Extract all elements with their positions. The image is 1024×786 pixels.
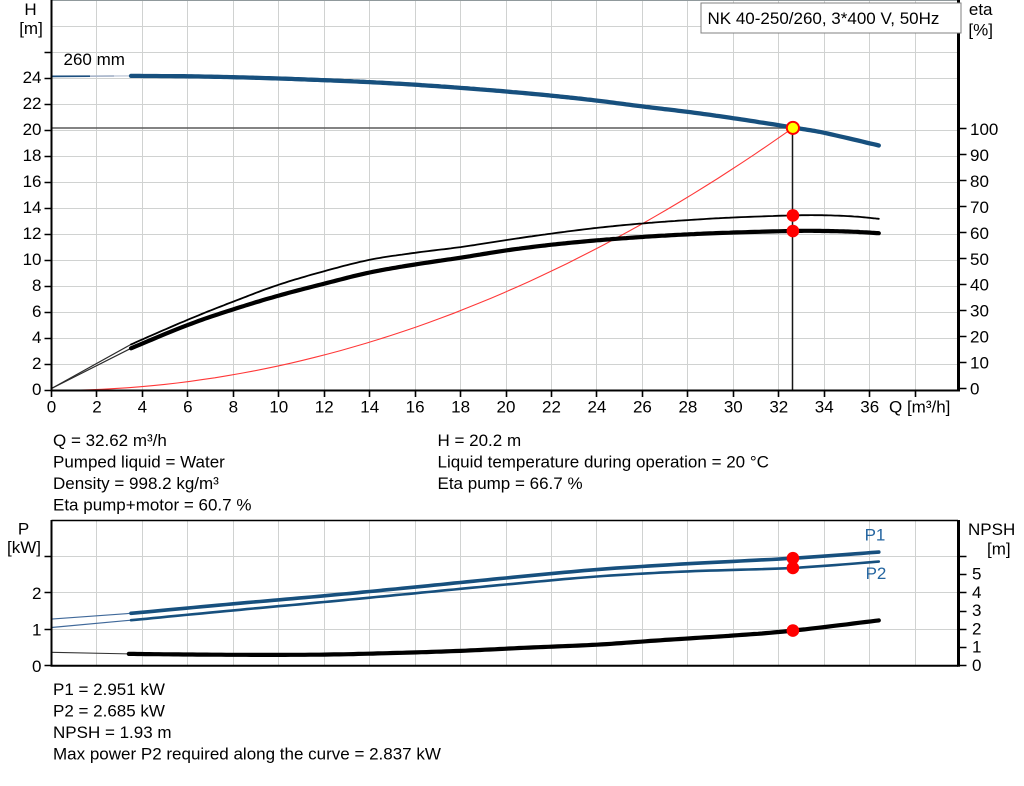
svg-text:12: 12	[315, 397, 334, 416]
svg-text:2: 2	[32, 354, 41, 373]
svg-text:[kW]: [kW]	[7, 538, 41, 557]
svg-text:50: 50	[970, 250, 989, 269]
svg-text:Pumped liquid = Water: Pumped liquid = Water	[53, 453, 225, 472]
svg-text:P1: P1	[865, 526, 886, 545]
svg-text:Eta pump = 66.7 %: Eta pump = 66.7 %	[438, 474, 583, 493]
svg-text:Q = 32.62 m³/h: Q = 32.62 m³/h	[53, 431, 167, 450]
svg-text:NPSH = 1.93 m: NPSH = 1.93 m	[53, 723, 172, 742]
svg-text:10: 10	[269, 397, 288, 416]
svg-text:Density = 998.2 kg/m³: Density = 998.2 kg/m³	[53, 474, 219, 493]
svg-text:22: 22	[23, 94, 42, 113]
svg-text:20: 20	[23, 120, 42, 139]
svg-text:30: 30	[970, 302, 989, 321]
svg-text:Eta pump+motor = 60.7 %: Eta pump+motor = 60.7 %	[53, 496, 251, 515]
svg-text:[m]: [m]	[987, 540, 1011, 559]
svg-text:8: 8	[229, 397, 238, 416]
svg-text:34: 34	[815, 397, 834, 416]
svg-text:0: 0	[32, 380, 41, 399]
svg-text:20: 20	[497, 397, 516, 416]
svg-text:18: 18	[23, 146, 42, 165]
svg-text:14: 14	[360, 397, 379, 416]
svg-text:60: 60	[970, 224, 989, 243]
svg-text:260 mm: 260 mm	[64, 50, 125, 69]
svg-text:P2 = 2.685 kW: P2 = 2.685 kW	[53, 702, 165, 721]
svg-text:P2: P2	[866, 564, 887, 583]
svg-text:40: 40	[970, 276, 989, 295]
svg-text:24: 24	[23, 68, 42, 87]
svg-text:H = 20.2 m: H = 20.2 m	[438, 431, 522, 450]
svg-text:3: 3	[972, 601, 981, 620]
svg-text:5: 5	[972, 565, 981, 584]
svg-text:H: H	[24, 0, 36, 19]
svg-text:[m]: [m]	[19, 19, 43, 38]
svg-text:NPSH: NPSH	[968, 520, 1015, 539]
svg-text:70: 70	[970, 198, 989, 217]
svg-text:100: 100	[970, 120, 998, 139]
svg-text:10: 10	[23, 250, 42, 269]
svg-text:Max power P2 required along th: Max power P2 required along the curve = …	[53, 745, 441, 764]
svg-text:Q [m³/h]: Q [m³/h]	[889, 397, 950, 416]
svg-text:24: 24	[587, 397, 606, 416]
svg-text:P: P	[18, 520, 29, 539]
svg-text:90: 90	[970, 146, 989, 165]
svg-text:14: 14	[23, 198, 42, 217]
svg-text:28: 28	[678, 397, 697, 416]
svg-text:0: 0	[972, 656, 981, 675]
svg-text:6: 6	[32, 302, 41, 321]
svg-text:1: 1	[972, 638, 981, 657]
svg-text:eta: eta	[969, 0, 993, 19]
svg-text:4: 4	[138, 397, 147, 416]
svg-text:1: 1	[32, 620, 41, 639]
svg-text:22: 22	[542, 397, 561, 416]
svg-text:10: 10	[970, 354, 989, 373]
svg-text:12: 12	[23, 224, 42, 243]
svg-text:0: 0	[47, 397, 56, 416]
svg-text:4: 4	[972, 583, 981, 602]
svg-text:80: 80	[970, 172, 989, 191]
svg-text:4: 4	[32, 328, 41, 347]
svg-text:P1 = 2.951 kW: P1 = 2.951 kW	[53, 680, 165, 699]
svg-text:20: 20	[970, 328, 989, 347]
svg-text:2: 2	[32, 584, 41, 603]
svg-text:18: 18	[451, 397, 470, 416]
svg-text:30: 30	[724, 397, 743, 416]
svg-text:2: 2	[972, 619, 981, 638]
svg-text:16: 16	[406, 397, 425, 416]
svg-text:0: 0	[970, 380, 979, 399]
svg-text:36: 36	[860, 397, 879, 416]
svg-text:8: 8	[32, 276, 41, 295]
svg-text:6: 6	[183, 397, 192, 416]
svg-text:16: 16	[23, 172, 42, 191]
svg-text:NK 40-250/260, 3*400 V, 50Hz: NK 40-250/260, 3*400 V, 50Hz	[708, 9, 940, 28]
svg-text:2: 2	[92, 397, 101, 416]
svg-text:Liquid temperature during oper: Liquid temperature during operation = 20…	[438, 453, 769, 472]
svg-text:26: 26	[633, 397, 652, 416]
svg-text:32: 32	[769, 397, 788, 416]
svg-text:0: 0	[32, 657, 41, 676]
svg-text:[%]: [%]	[968, 20, 993, 39]
